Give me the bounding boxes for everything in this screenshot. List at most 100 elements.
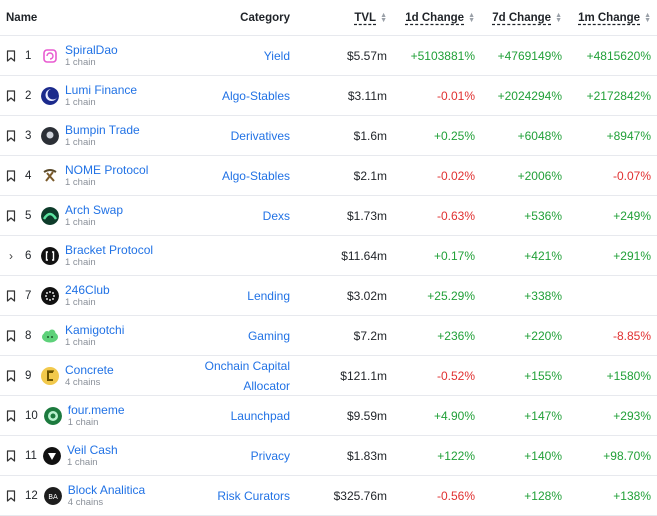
- bookmark-icon[interactable]: [6, 409, 16, 422]
- tvl-value: $3.02m: [346, 288, 387, 303]
- bookmark-icon[interactable]: [6, 449, 16, 462]
- header-1d-change[interactable]: 1d Change: [405, 11, 465, 24]
- change-7d-value: +6048%: [517, 128, 562, 143]
- bookmark-icon[interactable]: [6, 369, 16, 382]
- chevron-right-icon[interactable]: ›: [9, 248, 13, 263]
- sort-icon[interactable]: ▲ ▼: [555, 11, 562, 24]
- bookmark-icon[interactable]: [6, 329, 16, 342]
- protocol-name-link[interactable]: Kamigotchi: [65, 322, 125, 337]
- change-1d-value: +122%: [437, 448, 475, 463]
- table-row[interactable]: 4 NOME Protocol 1 chain Algo-Stables $2.…: [0, 156, 657, 196]
- change-1m-cell: +249%: [568, 196, 657, 235]
- change-1d-cell: +25.29%: [393, 276, 481, 315]
- change-7d-value: +2006%: [517, 168, 562, 183]
- change-7d-cell: +155%: [481, 356, 568, 395]
- change-1m-cell: +291%: [568, 236, 657, 275]
- change-1d-cell: +0.17%: [393, 236, 481, 275]
- category-link[interactable]: Privacy: [250, 448, 290, 463]
- header-category-cell: Category: [188, 0, 300, 35]
- name-cell: › 6 Bracket Protocol 1 chain: [0, 236, 188, 275]
- protocol-name-link[interactable]: Bracket Protocol: [65, 242, 154, 257]
- ba-icon: BA: [43, 486, 62, 505]
- category-link[interactable]: Algo-Stables: [221, 88, 290, 103]
- table-header: Name Category TVL ▲ ▼ 1d Change ▲ ▼ 7d Cha…: [0, 0, 657, 36]
- table-row[interactable]: 10 four.meme 1 chain Launchpad $9.59m +4…: [0, 396, 657, 436]
- sort-icon[interactable]: ▲ ▼: [644, 11, 651, 24]
- header-tvl-cell[interactable]: TVL ▲ ▼: [300, 0, 393, 35]
- name-cell: 5 Arch Swap 1 chain: [0, 196, 188, 235]
- category-cell: Risk Curators: [188, 476, 300, 515]
- table-row[interactable]: 5 Arch Swap 1 chain Dexs $1.73m -0.63% +…: [0, 196, 657, 236]
- table-row[interactable]: 1 SpiralDao 1 chain Yield $5.57m +510388…: [0, 36, 657, 76]
- change-1m-value: +8947%: [606, 128, 651, 143]
- protocol-name-link[interactable]: 246Club: [65, 282, 110, 297]
- change-7d-value: +2024294%: [497, 88, 562, 103]
- chain-count: 1 chain: [65, 296, 96, 308]
- name-box: Bumpin Trade 1 chain: [65, 123, 140, 149]
- table-row[interactable]: 9 Concrete 4 chains Onchain Capital Alloc…: [0, 356, 657, 396]
- protocol-name-link[interactable]: four.meme: [67, 402, 125, 417]
- header-tvl[interactable]: TVL: [354, 11, 377, 24]
- category-cell: Onchain Capital Allocator: [188, 356, 300, 395]
- protocol-name-link[interactable]: Veil Cash: [66, 442, 118, 457]
- table-row[interactable]: 11 Veil Cash 1 chain Privacy $1.83m +122…: [0, 436, 657, 476]
- sort-icon[interactable]: ▲ ▼: [380, 11, 387, 24]
- category-line[interactable]: Allocator: [243, 378, 290, 393]
- bookmark-icon[interactable]: [6, 289, 16, 302]
- protocol-name-link[interactable]: SpiralDao: [65, 42, 118, 57]
- category-cell: Yield: [188, 36, 300, 75]
- protocol-name-link[interactable]: Bumpin Trade: [65, 122, 140, 137]
- rank-number: 1: [25, 49, 32, 62]
- header-1m-cell[interactable]: 1m Change ▲ ▼: [568, 0, 657, 35]
- category-cell: Privacy: [188, 436, 300, 475]
- category-link[interactable]: Launchpad: [230, 408, 290, 423]
- change-1m-cell: +4815620%: [568, 36, 657, 75]
- category-link[interactable]: Risk Curators: [217, 488, 290, 503]
- protocol-name-link[interactable]: NOME Protocol: [65, 162, 149, 177]
- protocol-name-link[interactable]: Arch Swap: [65, 202, 124, 217]
- table-row[interactable]: 8 Kamigotchi 1 chain Gaming $7.2m +236% …: [0, 316, 657, 356]
- table-row[interactable]: 12 BA Block Analitica 4 chains Risk Cura…: [0, 476, 657, 516]
- table-body: 1 SpiralDao 1 chain Yield $5.57m +510388…: [0, 36, 657, 516]
- table-row[interactable]: 2 Lumi Finance 1 chain Algo-Stables $3.1…: [0, 76, 657, 116]
- protocol-name-link[interactable]: Concrete: [65, 362, 114, 377]
- change-7d-cell: +6048%: [481, 116, 568, 155]
- category-link[interactable]: Onchain Capital Allocator: [205, 356, 290, 396]
- bookmark-icon[interactable]: [6, 129, 16, 142]
- table-row[interactable]: › 6 Bracket Protocol 1 chain $11.64m +0.…: [0, 236, 657, 276]
- header-category: Category: [240, 11, 290, 24]
- tvl-value: $9.59m: [346, 408, 387, 423]
- bookmark-icon[interactable]: [6, 209, 16, 222]
- tvl-value: $5.57m: [346, 48, 387, 63]
- category-link[interactable]: Lending: [247, 288, 290, 303]
- protocol-name-link[interactable]: Block Analitica: [67, 482, 146, 497]
- category-link[interactable]: Dexs: [262, 208, 290, 223]
- header-1d-cell[interactable]: 1d Change ▲ ▼: [393, 0, 481, 35]
- header-name-cell: Name: [0, 0, 188, 35]
- bumpin-icon: [41, 126, 59, 145]
- change-7d-cell: +2024294%: [481, 76, 568, 115]
- change-7d-cell: +4769149%: [481, 36, 568, 75]
- change-1m-cell: +1580%: [568, 356, 657, 395]
- bookmark-icon[interactable]: [6, 49, 16, 62]
- name-cell: 1 SpiralDao 1 chain: [0, 36, 188, 75]
- category-line[interactable]: Onchain Capital: [204, 358, 290, 373]
- header-7d-change[interactable]: 7d Change: [492, 11, 552, 24]
- header-1m-change[interactable]: 1m Change: [578, 11, 641, 24]
- category-link[interactable]: Algo-Stables: [221, 168, 290, 183]
- change-1d-cell: -0.01%: [393, 76, 481, 115]
- bookmark-icon[interactable]: [6, 89, 16, 102]
- category-link[interactable]: Gaming: [247, 328, 290, 343]
- sort-icon[interactable]: ▲ ▼: [468, 11, 475, 24]
- table-row[interactable]: 3 Bumpin Trade 1 chain Derivatives $1.6m…: [0, 116, 657, 156]
- name-cell: 4 NOME Protocol 1 chain: [0, 156, 188, 195]
- header-7d-cell[interactable]: 7d Change ▲ ▼: [481, 0, 568, 35]
- bookmark-icon[interactable]: [6, 169, 16, 182]
- chain-count: 1 chain: [65, 136, 96, 148]
- table-row[interactable]: 7 246Club 1 chain Lending $3.02m +25.29%…: [0, 276, 657, 316]
- category-link[interactable]: Derivatives: [230, 128, 290, 143]
- category-link[interactable]: Yield: [263, 48, 290, 63]
- dots-icon: [41, 286, 59, 305]
- bookmark-icon[interactable]: [6, 489, 16, 502]
- protocol-name-link[interactable]: Lumi Finance: [65, 82, 138, 97]
